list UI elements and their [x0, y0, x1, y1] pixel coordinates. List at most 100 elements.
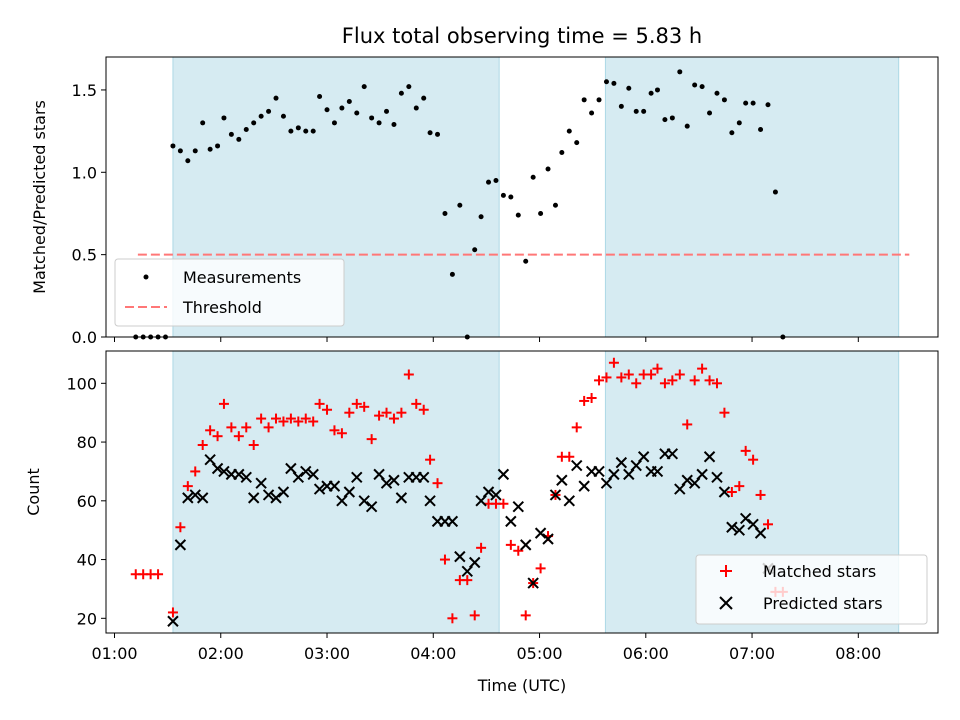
matched-stars-point [697, 363, 708, 374]
predicted-stars-point [739, 512, 752, 525]
predicted-stars-point [482, 486, 495, 498]
matched-stars-point [498, 498, 509, 509]
matched-stars-point [755, 489, 766, 500]
matched-stars-point [271, 413, 282, 424]
matched-stars-point [182, 481, 193, 492]
matched-stars-point [608, 357, 619, 368]
matched-stars-point [153, 569, 164, 580]
predicted-stars-point [754, 527, 767, 539]
measurements-point [236, 136, 242, 142]
observing-window-band [172, 350, 500, 634]
predicted-stars-point [718, 486, 731, 498]
measurements-point [421, 95, 427, 101]
matched-stars-point [432, 478, 443, 489]
legend-label-measurements: Measurements [183, 268, 301, 287]
matched-stars-point [740, 445, 751, 456]
matched-stars-point [403, 369, 414, 380]
measurements-point [596, 97, 602, 103]
predicted-stars-point [233, 468, 245, 481]
x-tick-label: 08:00 [835, 644, 881, 663]
matched-stars-point [425, 454, 436, 465]
matched-stars-point [579, 395, 590, 406]
matched-stars-point [205, 425, 216, 436]
matched-stars-point [293, 416, 304, 427]
y-tick-label: 0.5 [72, 246, 97, 265]
top-y-axis-label: Matched/Predicted stars [30, 100, 49, 294]
measurements-point [545, 166, 551, 172]
measurements-point [669, 115, 675, 121]
matched-stars-point [682, 419, 693, 430]
measurements-point [603, 79, 609, 85]
predicted-stars-point [292, 471, 305, 484]
predicted-stars-point [520, 539, 532, 551]
measurements-point [559, 150, 565, 156]
matched-stars-point [719, 407, 730, 418]
predicted-stars-point [512, 500, 524, 513]
matched-stars-point [278, 416, 289, 427]
axes-frame [105, 350, 939, 634]
bottom-panel: 20 40 60 80 100 01:00 02:00 03:00 04:00 05:00 06:0… [24, 350, 939, 663]
matched-stars-point [535, 563, 546, 574]
top-legend-box [114, 258, 345, 327]
measurements-point [743, 100, 749, 106]
predicted-stars-point [527, 577, 539, 589]
matched-stars-point [285, 413, 296, 424]
predicted-stars-point [563, 495, 575, 507]
matched-stars-point [396, 407, 407, 418]
matched-stars-point [212, 431, 223, 442]
measurements-point [251, 120, 257, 126]
matched-stars-point [704, 375, 715, 386]
predicted-stars-point [313, 483, 326, 495]
predicted-stars-point [343, 486, 356, 498]
matched-stars-point [748, 454, 759, 465]
measurements-point [391, 122, 397, 128]
measurements-point [258, 113, 264, 119]
legend-label-threshold: Threshold [182, 298, 262, 317]
y-tick-label: 40 [77, 551, 97, 570]
measurements-point [589, 110, 595, 116]
matched-stars-point [476, 542, 487, 553]
measurements-point [324, 107, 330, 113]
measurements-point [207, 146, 213, 152]
legend-label-matched-stars: Matched stars [763, 562, 876, 581]
measurements-point [376, 120, 382, 126]
predicted-stars-point [578, 480, 590, 492]
measurements-point [750, 100, 756, 106]
predicted-stars-point [388, 474, 400, 486]
predicted-stars-point [424, 495, 436, 507]
predicted-stars-point [703, 451, 716, 463]
bottom-legend: Matched stars Predicted stars [695, 554, 928, 625]
predicted-stars-point [174, 539, 187, 551]
x-tick-label: 03:00 [304, 644, 350, 663]
predicted-stars-point [490, 489, 502, 501]
y-tick-label: 100 [66, 374, 97, 393]
y-tick-label: 1.5 [72, 81, 97, 100]
measurements-point [654, 87, 660, 93]
predicted-stars-point [549, 489, 562, 501]
measurements-point [331, 120, 337, 126]
predicted-stars-point [615, 456, 628, 469]
matched-stars-point [564, 451, 575, 462]
predicted-stars-point [270, 492, 282, 504]
bottom-y-axis-label: Count [24, 468, 43, 516]
matched-stars-point [711, 378, 722, 389]
matched-stars-point [631, 378, 642, 389]
matched-stars-point [571, 422, 582, 433]
measurements-point [721, 97, 727, 103]
x-axis-label: Time (UTC) [477, 676, 566, 695]
matched-stars-point [616, 372, 627, 383]
measurements-point [354, 110, 360, 116]
predicted-stars-point [255, 477, 267, 489]
matched-stars-point [374, 410, 385, 421]
matched-stars-point [218, 398, 229, 409]
measurements-point [215, 143, 221, 149]
measurements-point [435, 131, 441, 137]
matched-stars-point [322, 404, 333, 415]
predicted-stars-point [651, 465, 664, 478]
bottom-legend-box [695, 554, 928, 625]
predicted-stars-point [446, 515, 459, 528]
axes-frame [105, 56, 939, 338]
predicted-stars-point [696, 468, 708, 481]
matched-stars-point [659, 378, 670, 389]
